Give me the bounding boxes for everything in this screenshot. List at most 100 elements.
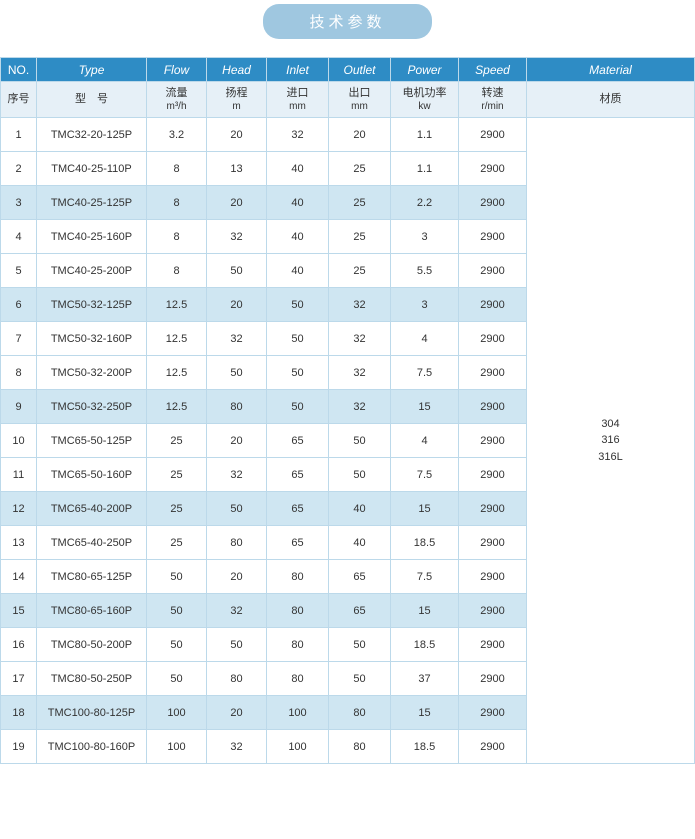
cell-outlet: 65 xyxy=(329,560,391,594)
cell-power: 1.1 xyxy=(391,152,459,186)
cell-inlet: 65 xyxy=(267,424,329,458)
cell-type: TMC65-50-160P xyxy=(37,458,147,492)
cell-head: 32 xyxy=(207,458,267,492)
cell-type: TMC65-50-125P xyxy=(37,424,147,458)
table-row: 1TMC32-20-125P3.22032201.12900304316316L xyxy=(1,118,695,152)
col-no-zh: 序号 xyxy=(1,82,37,118)
cell-flow: 8 xyxy=(147,152,207,186)
cell-power: 37 xyxy=(391,662,459,696)
col-inlet-zh: 进口mm xyxy=(267,82,329,118)
cell-speed: 2900 xyxy=(459,220,527,254)
cell-head: 20 xyxy=(207,288,267,322)
cell-inlet: 40 xyxy=(267,254,329,288)
cell-no: 1 xyxy=(1,118,37,152)
cell-no: 12 xyxy=(1,492,37,526)
cell-power: 15 xyxy=(391,594,459,628)
cell-no: 8 xyxy=(1,356,37,390)
col-head-en: Head xyxy=(207,58,267,82)
cell-inlet: 40 xyxy=(267,186,329,220)
cell-head: 20 xyxy=(207,186,267,220)
cell-outlet: 40 xyxy=(329,526,391,560)
cell-type: TMC40-25-125P xyxy=(37,186,147,220)
cell-power: 18.5 xyxy=(391,730,459,764)
col-speed-en: Speed xyxy=(459,58,527,82)
cell-inlet: 100 xyxy=(267,696,329,730)
cell-no: 2 xyxy=(1,152,37,186)
cell-outlet: 50 xyxy=(329,662,391,696)
cell-type: TMC50-32-200P xyxy=(37,356,147,390)
cell-head: 80 xyxy=(207,390,267,424)
cell-inlet: 50 xyxy=(267,322,329,356)
cell-flow: 8 xyxy=(147,220,207,254)
cell-no: 18 xyxy=(1,696,37,730)
cell-flow: 50 xyxy=(147,594,207,628)
col-material-zh: 材质 xyxy=(527,82,695,118)
cell-power: 18.5 xyxy=(391,628,459,662)
cell-type: TMC50-32-250P xyxy=(37,390,147,424)
header-row-zh: 序号 型 号 流量m³/h 扬程m 进口mm 出口mm 电机功率kw 转速r/m… xyxy=(1,82,695,118)
cell-inlet: 80 xyxy=(267,628,329,662)
cell-no: 7 xyxy=(1,322,37,356)
cell-inlet: 80 xyxy=(267,560,329,594)
cell-speed: 2900 xyxy=(459,696,527,730)
cell-power: 4 xyxy=(391,424,459,458)
cell-flow: 8 xyxy=(147,254,207,288)
cell-no: 19 xyxy=(1,730,37,764)
cell-type: TMC80-50-250P xyxy=(37,662,147,696)
spec-table: NO. Type Flow Head Inlet Outlet Power Sp… xyxy=(0,57,695,764)
cell-type: TMC80-65-160P xyxy=(37,594,147,628)
cell-speed: 2900 xyxy=(459,458,527,492)
cell-speed: 2900 xyxy=(459,186,527,220)
cell-outlet: 20 xyxy=(329,118,391,152)
cell-head: 20 xyxy=(207,118,267,152)
col-type-en: Type xyxy=(37,58,147,82)
cell-head: 32 xyxy=(207,322,267,356)
page-title: 技术参数 xyxy=(263,4,431,39)
col-material-en: Material xyxy=(527,58,695,82)
col-no-en: NO. xyxy=(1,58,37,82)
cell-speed: 2900 xyxy=(459,560,527,594)
cell-no: 6 xyxy=(1,288,37,322)
cell-head: 20 xyxy=(207,560,267,594)
cell-flow: 8 xyxy=(147,186,207,220)
cell-flow: 3.2 xyxy=(147,118,207,152)
cell-inlet: 65 xyxy=(267,492,329,526)
cell-outlet: 25 xyxy=(329,220,391,254)
cell-speed: 2900 xyxy=(459,322,527,356)
cell-outlet: 65 xyxy=(329,594,391,628)
cell-inlet: 80 xyxy=(267,594,329,628)
cell-speed: 2900 xyxy=(459,492,527,526)
cell-type: TMC100-80-160P xyxy=(37,730,147,764)
cell-inlet: 32 xyxy=(267,118,329,152)
cell-inlet: 50 xyxy=(267,390,329,424)
cell-speed: 2900 xyxy=(459,288,527,322)
cell-flow: 25 xyxy=(147,458,207,492)
cell-inlet: 65 xyxy=(267,458,329,492)
cell-speed: 2900 xyxy=(459,254,527,288)
cell-power: 7.5 xyxy=(391,356,459,390)
cell-inlet: 50 xyxy=(267,356,329,390)
cell-inlet: 100 xyxy=(267,730,329,764)
cell-flow: 25 xyxy=(147,492,207,526)
cell-head: 32 xyxy=(207,594,267,628)
cell-flow: 25 xyxy=(147,526,207,560)
table-body: 1TMC32-20-125P3.22032201.12900304316316L… xyxy=(1,118,695,764)
cell-no: 16 xyxy=(1,628,37,662)
cell-outlet: 32 xyxy=(329,288,391,322)
cell-type: TMC32-20-125P xyxy=(37,118,147,152)
cell-outlet: 50 xyxy=(329,458,391,492)
cell-speed: 2900 xyxy=(459,730,527,764)
cell-type: TMC100-80-125P xyxy=(37,696,147,730)
cell-power: 18.5 xyxy=(391,526,459,560)
cell-head: 80 xyxy=(207,526,267,560)
cell-inlet: 50 xyxy=(267,288,329,322)
cell-head: 32 xyxy=(207,220,267,254)
col-inlet-en: Inlet xyxy=(267,58,329,82)
cell-type: TMC80-50-200P xyxy=(37,628,147,662)
cell-flow: 12.5 xyxy=(147,390,207,424)
cell-speed: 2900 xyxy=(459,152,527,186)
cell-head: 50 xyxy=(207,254,267,288)
cell-power: 7.5 xyxy=(391,560,459,594)
cell-inlet: 80 xyxy=(267,662,329,696)
cell-speed: 2900 xyxy=(459,662,527,696)
